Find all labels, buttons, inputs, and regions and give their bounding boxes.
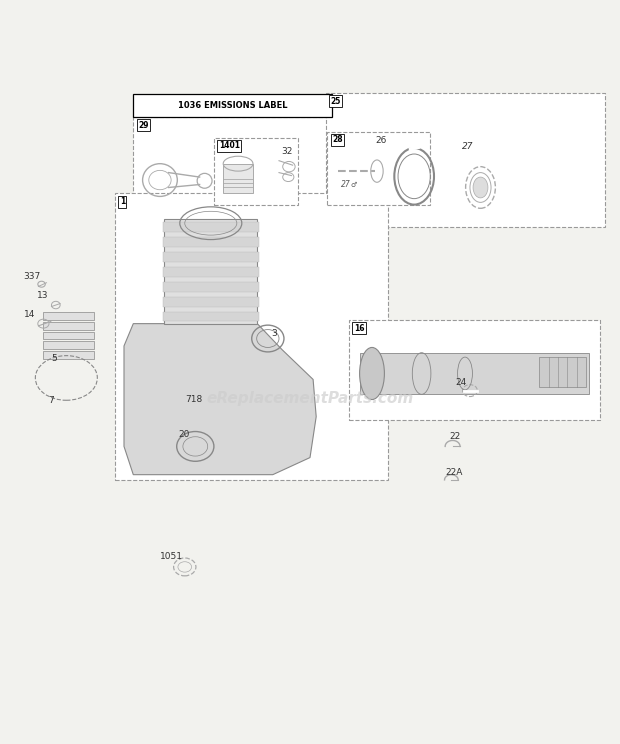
- Text: 1: 1: [120, 197, 125, 206]
- FancyBboxPatch shape: [214, 138, 298, 205]
- Bar: [43, 351, 94, 359]
- Text: 29: 29: [138, 121, 149, 129]
- Bar: [360, 353, 589, 394]
- Text: 28: 28: [332, 135, 343, 144]
- Ellipse shape: [360, 347, 384, 400]
- Bar: [163, 252, 259, 262]
- Text: 24: 24: [456, 379, 467, 388]
- Bar: [43, 322, 94, 330]
- Text: eReplacementParts.com: eReplacementParts.com: [206, 391, 414, 405]
- Bar: [223, 164, 253, 193]
- Bar: [43, 332, 94, 339]
- FancyBboxPatch shape: [133, 117, 372, 223]
- Polygon shape: [124, 324, 316, 475]
- Bar: [43, 312, 94, 320]
- Text: 27: 27: [462, 142, 474, 151]
- Bar: [539, 357, 586, 387]
- Ellipse shape: [473, 177, 488, 198]
- Text: 3: 3: [272, 330, 277, 339]
- Bar: [163, 267, 259, 277]
- Text: 16: 16: [354, 324, 365, 333]
- Bar: [163, 312, 259, 321]
- Text: ♂: ♂: [351, 182, 357, 188]
- FancyBboxPatch shape: [326, 93, 604, 227]
- FancyBboxPatch shape: [349, 320, 600, 420]
- Text: 718: 718: [185, 395, 202, 404]
- Text: 14: 14: [24, 310, 35, 319]
- FancyBboxPatch shape: [115, 193, 388, 480]
- Text: 5: 5: [51, 354, 56, 363]
- FancyBboxPatch shape: [327, 132, 430, 205]
- Text: 13: 13: [37, 291, 49, 300]
- Text: 1051: 1051: [160, 553, 183, 562]
- Bar: [163, 237, 259, 247]
- Text: 27: 27: [341, 181, 351, 190]
- Text: 20: 20: [179, 431, 190, 440]
- Text: 32: 32: [281, 147, 292, 156]
- Text: 1036 EMISSIONS LABEL: 1036 EMISSIONS LABEL: [178, 101, 287, 110]
- Polygon shape: [164, 219, 257, 324]
- Text: 337: 337: [24, 272, 41, 281]
- Bar: [43, 341, 94, 349]
- Bar: [163, 297, 259, 307]
- Text: 1401: 1401: [219, 141, 240, 150]
- Text: 22A: 22A: [445, 468, 463, 477]
- Text: 22: 22: [450, 432, 461, 441]
- Text: 26: 26: [375, 136, 386, 145]
- Text: 25: 25: [330, 97, 341, 106]
- FancyBboxPatch shape: [133, 94, 332, 117]
- Text: 7: 7: [48, 397, 54, 405]
- Bar: [163, 282, 259, 292]
- Bar: [163, 222, 259, 232]
